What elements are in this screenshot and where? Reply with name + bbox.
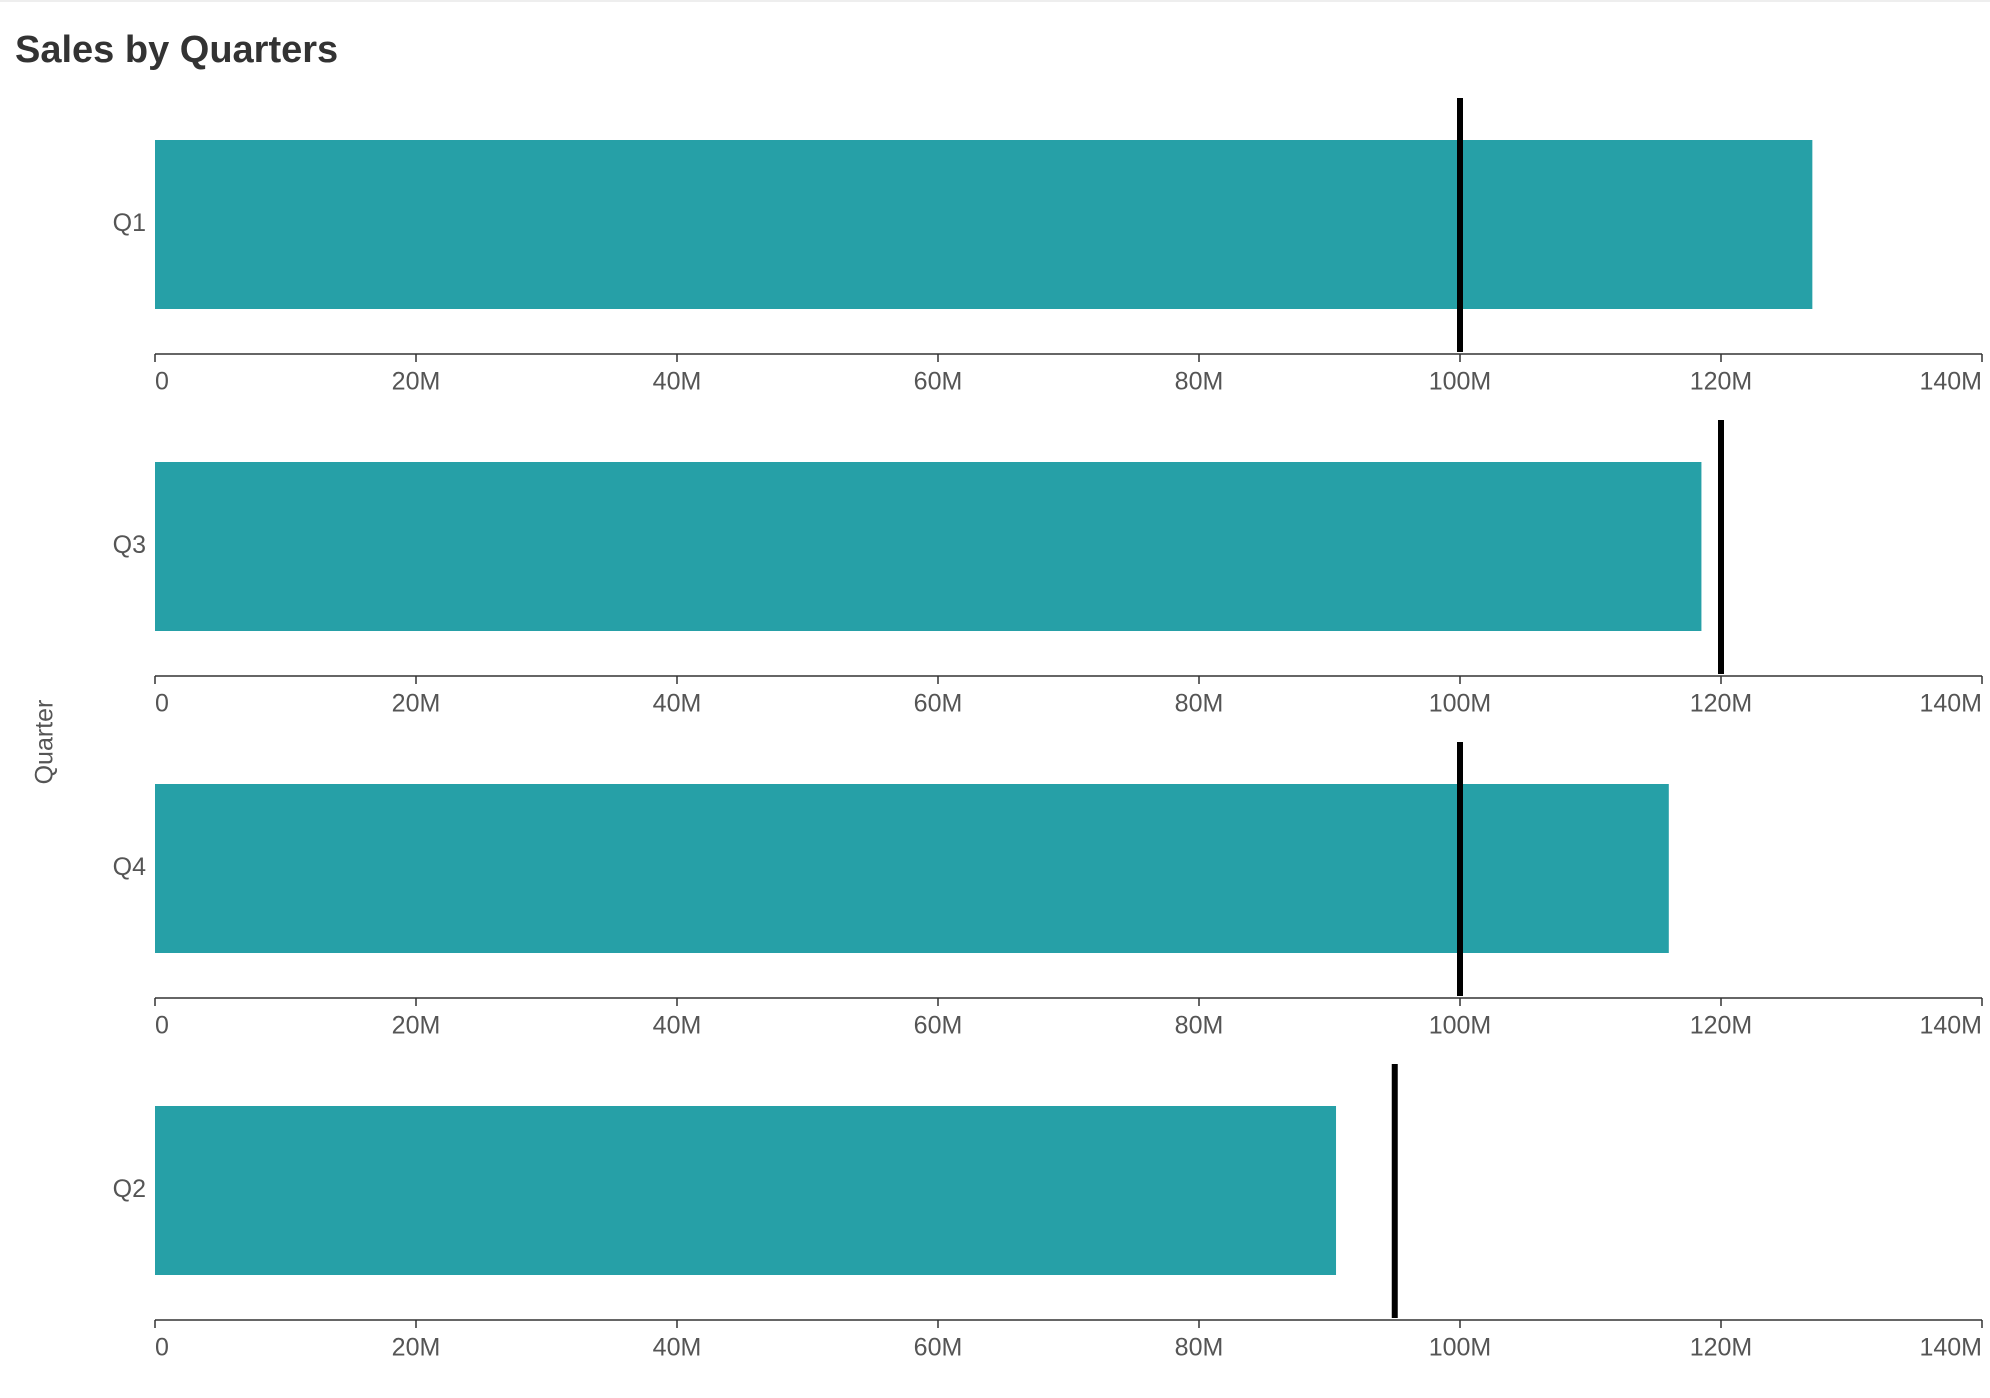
x-tick-label: 80M: [1175, 1334, 1224, 1362]
x-tick-label: 100M: [1429, 690, 1492, 718]
x-tick-label: 120M: [1690, 690, 1753, 718]
x-tick-label: 140M: [1919, 1012, 1982, 1040]
category-label: Q3: [113, 531, 146, 559]
x-tick-label: 140M: [1919, 690, 1982, 718]
x-tick-label: 20M: [392, 1334, 441, 1362]
x-tick-label: 120M: [1690, 368, 1753, 396]
x-tick-label: 60M: [914, 1012, 963, 1040]
bar: [155, 784, 1669, 953]
x-tick-label: 0: [155, 690, 169, 718]
x-tick-label: 60M: [914, 1334, 963, 1362]
x-tick-label: 140M: [1919, 368, 1982, 396]
x-tick-label: 60M: [914, 690, 963, 718]
x-tick-label: 20M: [392, 1012, 441, 1040]
x-tick-label: 80M: [1175, 1012, 1224, 1040]
x-tick-label: 40M: [653, 1012, 702, 1040]
x-tick-label: 0: [155, 368, 169, 396]
bar: [155, 1106, 1337, 1275]
category-label: Q2: [113, 1175, 146, 1203]
x-tick-label: 40M: [653, 690, 702, 718]
bar: [155, 140, 1813, 309]
x-tick-label: 140M: [1919, 1334, 1982, 1362]
x-tick-label: 120M: [1690, 1334, 1753, 1362]
bar: [155, 462, 1702, 631]
x-tick-label: 80M: [1175, 690, 1224, 718]
x-tick-label: 60M: [914, 368, 963, 396]
x-tick-label: 0: [155, 1334, 169, 1362]
category-label: Q4: [113, 853, 146, 881]
x-tick-label: 100M: [1429, 1334, 1492, 1362]
x-tick-label: 0: [155, 1012, 169, 1040]
x-tick-label: 20M: [392, 368, 441, 396]
x-tick-label: 40M: [653, 1334, 702, 1362]
x-tick-label: 40M: [653, 368, 702, 396]
chart-title: Sales by Quarters: [15, 29, 338, 71]
x-tick-label: 80M: [1175, 368, 1224, 396]
x-tick-label: 100M: [1429, 368, 1492, 396]
category-label: Q1: [113, 209, 146, 237]
x-tick-label: 120M: [1690, 1012, 1753, 1040]
x-tick-label: 20M: [392, 690, 441, 718]
y-axis-label: Quarter: [31, 700, 59, 785]
x-tick-label: 100M: [1429, 1012, 1492, 1040]
